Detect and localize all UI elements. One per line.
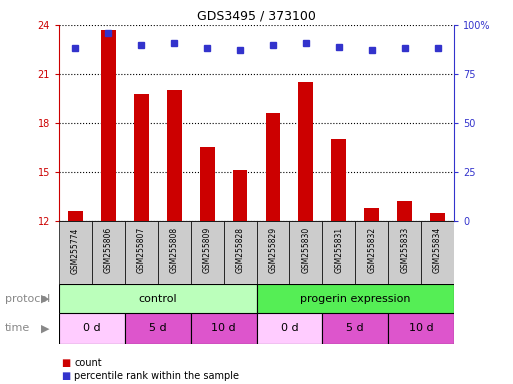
Text: GSM255774: GSM255774 xyxy=(71,227,80,273)
Text: 5 d: 5 d xyxy=(346,323,364,333)
Bar xyxy=(397,201,412,221)
Text: GSM255831: GSM255831 xyxy=(334,227,343,273)
Bar xyxy=(364,208,379,221)
Bar xyxy=(299,82,313,221)
Text: progerin expression: progerin expression xyxy=(300,293,410,304)
Bar xyxy=(256,284,454,313)
Text: ▶: ▶ xyxy=(41,323,49,333)
Text: GSM255830: GSM255830 xyxy=(301,227,310,273)
Bar xyxy=(191,221,224,284)
Bar xyxy=(289,221,322,284)
Text: GSM255829: GSM255829 xyxy=(268,227,278,273)
Text: GSM255832: GSM255832 xyxy=(367,227,376,273)
Bar xyxy=(68,211,83,221)
Text: 10 d: 10 d xyxy=(211,323,236,333)
Bar xyxy=(430,213,445,221)
Bar xyxy=(59,284,256,313)
Text: GSM255807: GSM255807 xyxy=(137,227,146,273)
Text: ▶: ▶ xyxy=(41,293,49,304)
Text: GSM255806: GSM255806 xyxy=(104,227,113,273)
Bar xyxy=(421,221,454,284)
Bar xyxy=(101,30,116,221)
Bar xyxy=(266,113,281,221)
Bar xyxy=(331,139,346,221)
Text: control: control xyxy=(139,293,177,304)
Bar xyxy=(355,221,388,284)
Bar xyxy=(125,313,191,344)
Text: time: time xyxy=(5,323,30,333)
Bar xyxy=(158,221,191,284)
Bar xyxy=(59,221,92,284)
Text: 0 d: 0 d xyxy=(83,323,101,333)
Bar xyxy=(232,170,247,221)
Text: GSM255833: GSM255833 xyxy=(400,227,409,273)
Bar xyxy=(125,221,158,284)
Text: GSM255828: GSM255828 xyxy=(235,227,245,273)
Bar xyxy=(59,313,125,344)
Bar xyxy=(322,313,388,344)
Text: ■: ■ xyxy=(62,371,71,381)
Text: 10 d: 10 d xyxy=(409,323,433,333)
Text: 0 d: 0 d xyxy=(281,323,298,333)
Bar xyxy=(388,221,421,284)
Text: count: count xyxy=(74,358,102,368)
Text: ■: ■ xyxy=(62,358,71,368)
Bar xyxy=(200,147,214,221)
Text: 5 d: 5 d xyxy=(149,323,167,333)
Bar xyxy=(224,221,256,284)
Bar xyxy=(256,221,289,284)
Text: GSM255808: GSM255808 xyxy=(170,227,179,273)
Bar xyxy=(388,313,454,344)
Bar xyxy=(256,313,322,344)
Text: GSM255834: GSM255834 xyxy=(433,227,442,273)
Bar xyxy=(92,221,125,284)
Text: percentile rank within the sample: percentile rank within the sample xyxy=(74,371,240,381)
Bar xyxy=(191,313,256,344)
Bar xyxy=(322,221,355,284)
Text: protocol: protocol xyxy=(5,293,50,304)
Bar xyxy=(167,90,182,221)
Text: GDS3495 / 373100: GDS3495 / 373100 xyxy=(197,10,316,23)
Bar xyxy=(134,94,149,221)
Text: GSM255809: GSM255809 xyxy=(203,227,212,273)
